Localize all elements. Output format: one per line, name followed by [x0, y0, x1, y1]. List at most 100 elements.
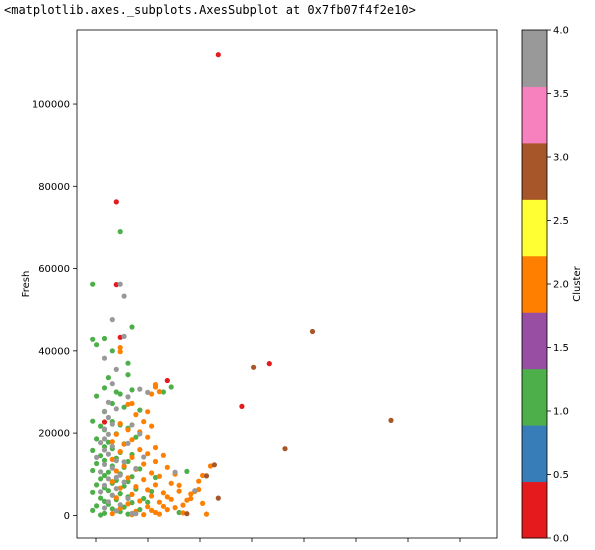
cluster-2-point	[109, 511, 115, 517]
cluster-1-point	[117, 391, 123, 397]
output-repr-text: <matplotlib.axes._subplots.AxesSubplot a…	[4, 3, 416, 17]
cluster-4-point	[101, 447, 108, 453]
cluster-2-point	[129, 437, 135, 443]
cluster-2-point	[152, 509, 159, 516]
cluster-2-point	[160, 503, 166, 509]
cluster-1-point	[125, 479, 131, 485]
cluster-2-point	[145, 434, 151, 440]
cluster-2-point	[160, 490, 166, 496]
cluster-2-point	[152, 458, 159, 465]
cluster-0-point	[239, 403, 245, 409]
cluster-2-point	[149, 507, 155, 513]
colorbar: 0.0 0.5 1.0 1.5 2.0 2.5 3.0 3.5 4.0	[521, 26, 569, 545]
cluster-1-point	[101, 385, 108, 391]
cluster-1-point	[129, 474, 135, 480]
y-tick-label: 100000	[32, 100, 70, 111]
cluster-1-point	[121, 504, 127, 510]
colorbar-tick-label: 2.5	[553, 216, 569, 227]
cluster-0-point	[215, 52, 221, 58]
cluster-0-point	[164, 377, 170, 384]
cluster-1-point	[98, 495, 104, 501]
cluster-2-point	[125, 401, 131, 407]
cluster-2-point	[125, 475, 131, 481]
cluster-2-point	[113, 468, 119, 474]
cluster-2-point	[137, 447, 143, 453]
cluster-2-point	[164, 507, 170, 513]
cluster-4-point	[113, 406, 119, 412]
cluster-1-point	[105, 488, 111, 494]
colorbar-segment	[522, 199, 547, 257]
cluster-1-point	[137, 466, 143, 472]
cluster-2-point	[141, 419, 147, 425]
cluster-1-point	[98, 423, 104, 429]
cluster-4-point	[101, 355, 108, 361]
cluster-4-point	[94, 454, 100, 460]
colorbar-segment	[522, 86, 547, 144]
cluster-2-point	[156, 389, 162, 395]
cluster-4-point	[141, 454, 147, 460]
y-tick-label: 40000	[38, 346, 70, 357]
cluster-3-point	[215, 495, 221, 501]
colorbar-label: Cluster	[572, 265, 583, 301]
cluster-2-point	[176, 482, 182, 488]
cluster-4-point	[129, 422, 135, 428]
x-axis	[95, 538, 461, 542]
cluster-4-point	[105, 414, 111, 421]
cluster-4-point	[121, 459, 127, 465]
cluster-1-point	[117, 229, 123, 235]
cluster-2-point	[188, 491, 194, 497]
cluster-2-point	[117, 505, 123, 511]
cluster-4-point	[109, 381, 115, 387]
cluster-4-point	[192, 488, 198, 494]
cluster-4-point	[117, 281, 123, 287]
cluster-1-point	[90, 489, 96, 495]
cluster-2-point	[141, 461, 147, 467]
cluster-3-point	[388, 417, 394, 423]
cluster-4-point	[117, 472, 123, 478]
cluster-2-point	[156, 499, 162, 505]
cluster-1-point	[125, 360, 131, 366]
cluster-1-point	[113, 389, 119, 395]
cluster-1-point	[105, 375, 111, 381]
colorbar-tick-label: 0.0	[553, 534, 569, 545]
colorbar-segment	[522, 312, 547, 370]
cluster-4-point	[109, 465, 115, 471]
cluster-0-point	[117, 334, 123, 340]
cluster-1-point	[125, 511, 131, 517]
cluster-4-point	[145, 389, 151, 395]
cluster-1-point	[90, 281, 96, 287]
cluster-1-point	[176, 509, 182, 516]
cluster-1-point	[137, 507, 143, 513]
colorbar-tick-label: 4.0	[553, 26, 569, 37]
cluster-1-point	[101, 457, 108, 463]
cluster-2-point	[180, 510, 186, 516]
cluster-1-point	[94, 436, 100, 442]
cluster-1-point	[90, 507, 96, 513]
cluster-1-point	[94, 460, 100, 467]
cluster-4-point	[101, 436, 108, 442]
cluster-2-point	[129, 454, 135, 460]
cluster-4-point	[101, 426, 108, 432]
cluster-1-point	[121, 404, 127, 410]
cluster-1-point	[90, 467, 96, 474]
cluster-4-point	[101, 505, 108, 511]
cluster-3-point	[203, 473, 210, 479]
cluster-2-point	[152, 482, 159, 488]
cluster-1-point	[141, 495, 147, 502]
cluster-2-point	[121, 463, 127, 469]
colorbar-tick-label: 1.0	[553, 407, 569, 418]
cluster-2-point	[145, 504, 151, 510]
cluster-4-point	[105, 399, 111, 405]
cluster-2-point	[152, 384, 159, 390]
cluster-2-point	[125, 427, 131, 433]
cluster-4-point	[105, 476, 111, 482]
cluster-1-point	[129, 324, 135, 330]
cluster-2-point	[156, 511, 162, 517]
cluster-4-point	[125, 440, 131, 446]
cluster-2-point	[117, 349, 123, 355]
cluster-4-point	[105, 451, 111, 457]
cluster-4-point	[101, 408, 108, 414]
cluster-4-point	[121, 333, 127, 339]
cluster-4-point	[105, 431, 111, 437]
cluster-4-point	[105, 499, 111, 505]
